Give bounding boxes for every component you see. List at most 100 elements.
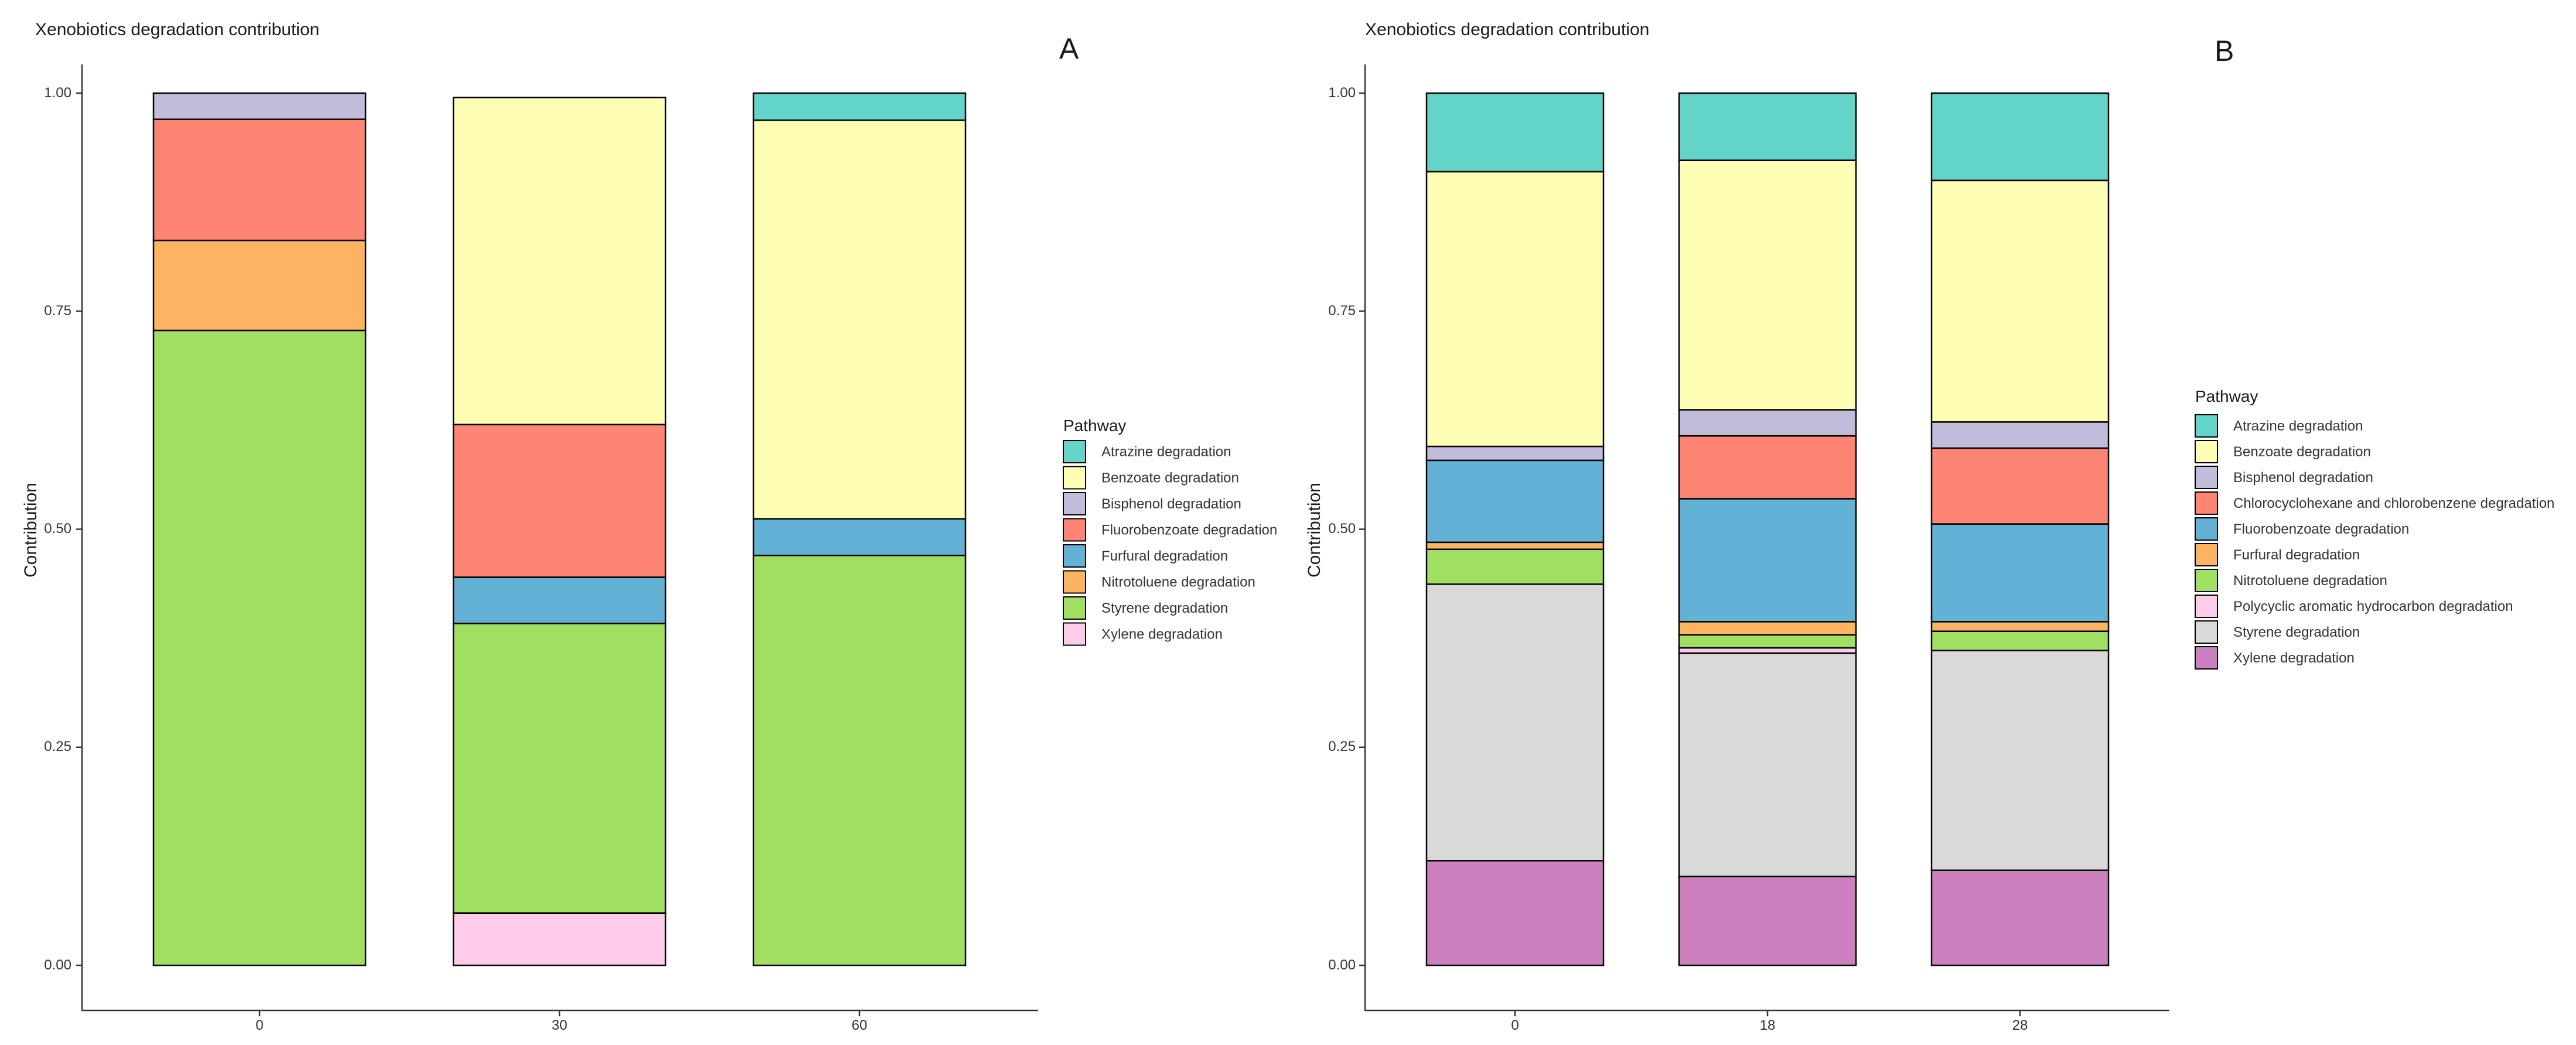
panel-a-bar-bisphenol-degradation-x0 (152, 92, 367, 120)
panel-a-legend-label: Atrazine degradation (1101, 444, 1231, 460)
panel-b-legend-key (2195, 414, 2218, 438)
panel-a-xtick-label: 30 (552, 1017, 568, 1033)
panel-b-legend-label: Nitrotoluene degradation (2233, 573, 2387, 589)
panel-b-legend-label: Polycyclic aromatic hydrocarbon degradat… (2233, 599, 2513, 614)
panel-b-legend-key (2195, 543, 2218, 566)
panel-a-legend-key (1063, 570, 1086, 594)
panel-b-legend-title: Pathway (2195, 387, 2258, 405)
panel-b-bar-furfural-degradation-x0 (1425, 541, 1605, 550)
panel-b-bar-styrene-degradation-x0 (1425, 583, 1605, 862)
panel-b-legend-label: Furfural degradation (2233, 547, 2360, 563)
panel-b-ytick-label: 0.00 (1328, 957, 1356, 973)
panel-a-bar-styrene-degradation-x30 (452, 623, 667, 914)
panel-b-legend-label: Benzoate degradation (2233, 444, 2371, 460)
panel-b-bar-fluorobenzoate-degradation-x28 (1930, 523, 2110, 623)
panel-b-bar-xylene-degradation-x18 (1678, 875, 1857, 967)
panel-b-legend-key (2195, 491, 2218, 515)
panel-a-legend-label: Styrene degradation (1101, 600, 1228, 616)
panel-b-bar-bisphenol-degradation-x0 (1425, 445, 1605, 462)
panel-a-legend-key (1063, 440, 1086, 463)
panel-b-legend-key (2195, 646, 2218, 670)
panel-a-bar-styrene-degradation-x60 (752, 554, 967, 967)
panel-a-x-ticks: 0 30 60 (255, 1017, 867, 1033)
panel-a-title: Xenobiotics degradation contribution (35, 20, 319, 39)
panel-b-bar-nitrotoluene-degradation-x28 (1930, 630, 2110, 651)
panel-b-legend-key (2195, 620, 2218, 644)
panel-a-tick-marks (76, 92, 861, 1016)
panel-b-legend-key (2195, 569, 2218, 592)
panel-a-bar-styrene-degradation-x0 (152, 329, 367, 967)
panel-a-legend-key (1063, 622, 1086, 646)
panel-b-legend-label: Xylene degradation (2233, 650, 2355, 666)
panel-b-bar-bisphenol-degradation-x18 (1678, 409, 1857, 437)
panel-b-bar-benzoate-degradation-x28 (1930, 179, 2110, 423)
panel-a-xtick-label: 0 (255, 1017, 263, 1033)
panel-b-bar-atrazine-degradation-x28 (1930, 92, 2110, 182)
panel-b-xtick-label: 18 (1760, 1017, 1776, 1033)
panel-b-bar-chlorocyclohexane-and-chlorobenzene-degradation-x18 (1678, 435, 1857, 500)
panel-b-bar-fluorobenzoate-degradation-x0 (1425, 459, 1605, 544)
panel-b-bar-atrazine-degradation-x0 (1425, 92, 1605, 173)
panel-b-y-ticks: 0.00 0.25 0.50 0.75 1.00 (1328, 85, 1356, 973)
panel-b-bar-polycyclic-aromatic-hydrocarbon-degradation-x18 (1678, 647, 1857, 654)
panel-b-ytick-label: 0.50 (1328, 521, 1356, 537)
panel-a-bar-fluorobenzoate-degradation-x0 (152, 118, 367, 241)
panel-b-x-ticks: 0 18 28 (1511, 1017, 2028, 1033)
panel-b-bar-xylene-degradation-x28 (1930, 869, 2110, 967)
panel-b-ytick-label: 0.75 (1328, 303, 1356, 319)
panel-b-bar-styrene-degradation-x28 (1930, 650, 2110, 871)
panel-a-legend-label: Fluorobenzoate degradation (1101, 522, 1277, 538)
panel-a-ytick-label: 1.00 (44, 85, 71, 101)
panel-a-legend-label: Nitrotoluene degradation (1101, 575, 1255, 590)
panel-a-bar-atrazine-degradation-x60 (752, 92, 967, 121)
panel-b-bar-benzoate-degradation-x18 (1678, 159, 1857, 411)
panel-b-legend-key (2195, 517, 2218, 541)
panel-a-bar-furfural-degradation-x60 (752, 518, 967, 556)
panel-b-bar-nitrotoluene-degradation-x18 (1678, 634, 1857, 649)
panel-b: Xenobiotics degradation contribution B C… (1305, 20, 2554, 1033)
panel-b-legend-label: Fluorobenzoate degradation (2233, 521, 2409, 537)
panel-a-bar-nitrotoluene-degradation-x0 (152, 240, 367, 332)
panel-b-legend-label: Chlorocyclohexane and chlorobenzene degr… (2233, 496, 2554, 511)
panel-b-xtick-label: 28 (2012, 1017, 2028, 1033)
panel-a-ytick-label: 0.25 (44, 739, 71, 754)
panel-b-bars (1425, 92, 2110, 967)
panel-a-bars (152, 92, 967, 967)
panel-b-bar-furfural-degradation-x28 (1930, 621, 2110, 632)
panel-a-y-ticks: 0.00 0.25 0.50 0.75 1.00 (44, 85, 71, 973)
panel-a-bar-furfural-degradation-x30 (452, 576, 667, 624)
panel-a-ytick-label: 0.75 (44, 303, 71, 319)
panel-a-bar-benzoate-degradation-x30 (452, 97, 667, 426)
panel-a-legend-label: Xylene degradation (1101, 627, 1223, 643)
panel-a-legend-key (1063, 466, 1086, 490)
panel-a-legend-label: Furfural degradation (1101, 548, 1228, 564)
panel-a-ytick-label: 0.00 (44, 957, 71, 973)
panel-b-legend-label: Styrene degradation (2233, 624, 2360, 640)
panel-a-legend-key (1063, 518, 1086, 542)
panel-a-legend-items: Atrazine degradation Benzoate degradation… (1063, 440, 1277, 646)
panel-b-bar-furfural-degradation-x18 (1678, 621, 1857, 636)
panel-b-legend: Pathway Atrazine degradation Benzoate deg… (2195, 387, 2554, 670)
panel-a-legend: Pathway Atrazine degradation Benzoate deg… (1063, 416, 1277, 646)
panel-a: Xenobiotics degradation contribution A C… (21, 20, 1277, 1033)
panel-b-ytick-label: 0.25 (1328, 739, 1356, 754)
panel-b-bar-bisphenol-degradation-x28 (1930, 421, 2110, 449)
panel-b-legend-items: Atrazine degradation Benzoate degradation… (2195, 414, 2554, 670)
panel-a-legend-key (1063, 544, 1086, 568)
panel-a-y-axis-label: Contribution (21, 483, 40, 578)
panel-a-letter: A (1059, 32, 1079, 65)
panel-a-bar-fluorobenzoate-degradation-x30 (452, 424, 667, 578)
panel-b-bar-nitrotoluene-degradation-x0 (1425, 548, 1605, 585)
panel-b-tick-marks (1359, 92, 2021, 1016)
panel-a-legend-label: Bisphenol degradation (1101, 496, 1241, 512)
panel-a-bar-benzoate-degradation-x60 (752, 119, 967, 520)
panel-a-xtick-label: 60 (852, 1017, 868, 1033)
panel-b-legend-label: Atrazine degradation (2233, 418, 2363, 434)
panel-b-legend-key (2195, 466, 2218, 489)
panel-a-legend-key (1063, 492, 1086, 515)
panel-b-bar-fluorobenzoate-degradation-x18 (1678, 498, 1857, 623)
panel-b-bar-benzoate-degradation-x0 (1425, 170, 1605, 448)
panel-b-bar-styrene-degradation-x18 (1678, 652, 1857, 877)
panel-a-bar-xylene-degradation-x30 (452, 912, 667, 967)
